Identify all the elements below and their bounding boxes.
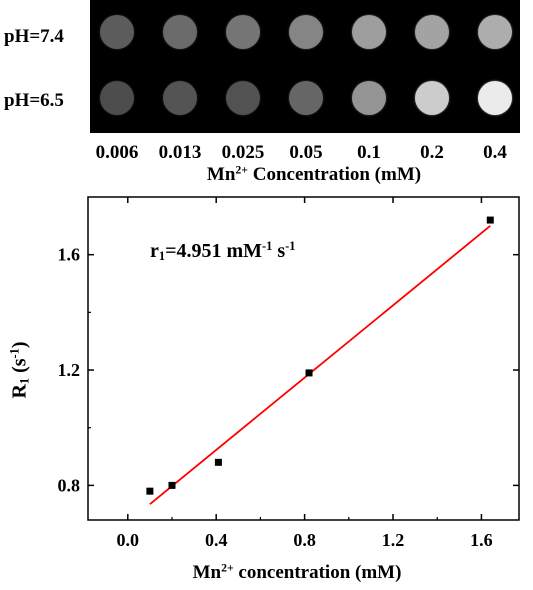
annotation-base: r [150,240,159,262]
data-point [146,487,154,495]
phantom-well [478,15,512,49]
annotation-mid: =4.951 mM [165,240,263,262]
phantom-well [163,15,197,49]
phantom-well [352,81,386,115]
concentration-label: 0.4 [483,142,507,163]
phantom-well [352,15,386,49]
x-axis-label-rest: concentration (mM) [233,562,402,583]
y-axis-label-sub: 1 [17,377,32,385]
phantom-well [163,81,197,115]
x-tick-label: 0.4 [205,530,228,550]
annotation-sub: 1 [158,249,166,264]
phantom-well [289,15,323,49]
phantom-well [226,15,260,49]
annotation-space: s [272,240,286,262]
phantom-well [415,15,449,49]
phantom-well [226,81,260,115]
concentration-label: 0.025 [221,142,265,163]
y-axis-label-close: ) [8,341,31,349]
x-axis-label-sup: 2+ [221,561,234,575]
phantom-well [100,81,134,115]
concentration-label: 0.05 [289,142,323,163]
mri-x-caption: Mn2+ Concentration (mM) [207,164,421,186]
x-tick-label: 0.8 [293,530,316,550]
concentration-label: 0.013 [158,142,202,163]
y-tick-label: 1.6 [58,245,81,265]
phantom-well [100,15,134,49]
data-point [168,481,176,489]
concentration-label: 0.1 [357,142,381,163]
phantom-well [289,81,323,115]
y-axis-label-paren: (s [8,358,31,378]
row-label-ph65: pH=6.5 [4,90,64,111]
mri-x-caption-sup: 2+ [235,163,249,177]
y-axis-label-sup: -1 [7,348,22,359]
y-tick-label: 0.8 [58,475,81,495]
annotation-sup1: -1 [262,239,273,254]
y-axis-label: R1 (s-1) [7,341,32,399]
phantom-well [478,81,512,115]
concentration-label: 0.006 [95,142,139,163]
x-tick-label: 1.2 [382,530,405,550]
concentration-label: 0.2 [420,142,444,163]
row-label-ph74: pH=7.4 [4,26,64,47]
plot-frame [87,196,520,521]
x-tick-label: 0.0 [117,530,140,550]
mri-x-caption-base: Mn [206,164,236,185]
data-point [214,458,222,466]
data-point [305,369,313,377]
mri-x-caption-rest: Concentration (mM) [248,164,422,185]
phantom-well [415,81,449,115]
x-axis-label-base: Mn [192,562,222,583]
fit-line [149,225,491,505]
data-point [486,216,494,224]
annotation-sup2: -1 [285,239,296,254]
x-tick-label: 1.6 [470,530,493,550]
slope-annotation: r1=4.951 mM-1 s-1 [150,240,295,263]
mri-phantom-panel [90,0,520,133]
y-axis-label-base: R [8,384,31,399]
y-tick-label: 1.2 [58,360,81,380]
x-axis-label: Mn2+ concentration (mM) [193,562,402,584]
